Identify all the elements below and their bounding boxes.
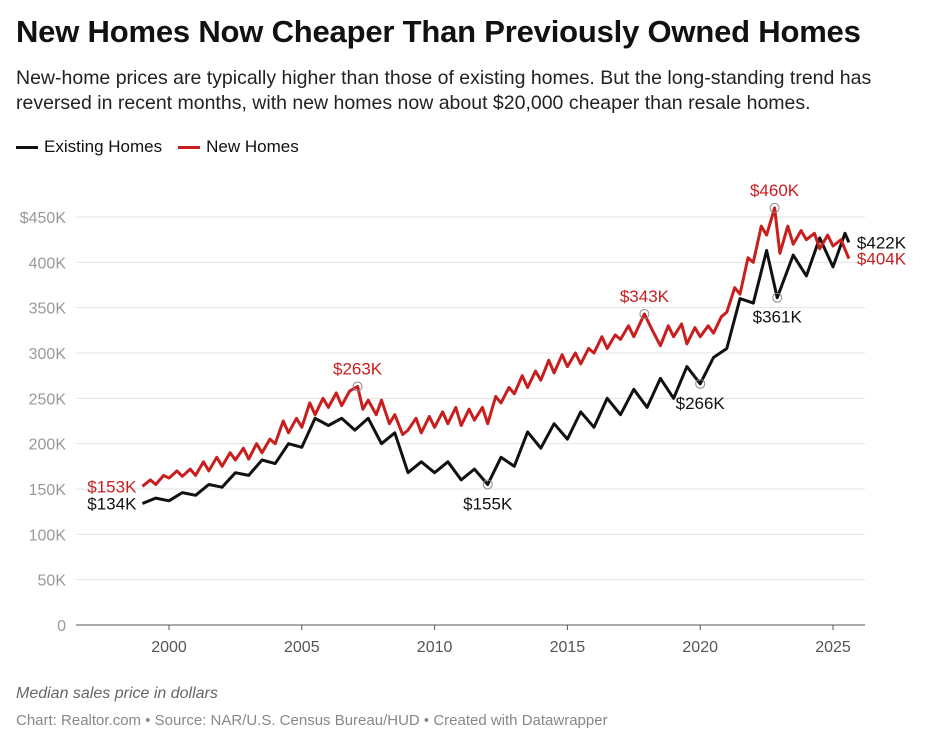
legend-item-existing: Existing Homes [16, 137, 162, 157]
annotation-marker [769, 202, 780, 213]
chart-note: Median sales price in dollars [16, 685, 218, 702]
legend-swatch-new [178, 145, 201, 149]
legend-label-new: New Homes [206, 137, 299, 156]
x-tick-label: 2010 [417, 639, 453, 656]
annotation-label: $155K [463, 494, 513, 513]
y-tick-label: 300K [29, 346, 67, 363]
annotation-marker [352, 381, 363, 392]
annotation-label: $460K [750, 181, 800, 200]
y-tick-label: 0 [57, 618, 66, 635]
series-line-new [141, 206, 851, 488]
x-tick-label: 2020 [682, 639, 718, 656]
y-tick-label: 250K [29, 391, 67, 408]
chart-title: New Homes Now Cheaper Than Previously Ow… [16, 14, 861, 49]
annotation-label: $343K [620, 287, 670, 306]
x-tick-label: 2005 [284, 639, 320, 656]
annotation-marker [772, 292, 783, 303]
y-tick-label: $450K [20, 210, 67, 227]
chart-subtitle: New-home prices are typically higher tha… [16, 67, 872, 114]
annotation-label: $404K [857, 250, 907, 269]
annotation-marker [639, 309, 650, 320]
annotation-label: $153K [87, 477, 137, 496]
legend-item-new: New Homes [178, 137, 299, 157]
annotation-label: $422K [857, 233, 907, 252]
annotation-marker [482, 479, 493, 490]
y-tick-label: 50K [38, 573, 67, 590]
annotation-label: $361K [753, 308, 803, 327]
annotation-marker [695, 378, 706, 389]
y-tick-label: 350K [29, 301, 67, 318]
series-line-existing [141, 231, 851, 505]
x-tick-label: 2025 [815, 639, 851, 656]
line-chart: 0 50K 100K 150K 200K 250K 300K 350K 400K $450K 200… [20, 181, 907, 656]
annotation-label: $266K [676, 394, 726, 413]
y-tick-label: 400K [29, 255, 67, 272]
y-tick-label: 200K [29, 437, 67, 454]
y-tick-label: 100K [29, 527, 67, 544]
legend-swatch-existing [16, 145, 38, 149]
x-tick-label: 2000 [151, 639, 187, 656]
legend-label-existing: Existing Homes [44, 137, 163, 156]
y-tick-label: 150K [29, 482, 67, 499]
legend: Existing Homes New Homes [16, 137, 299, 157]
annotation-label: $263K [333, 360, 383, 379]
annotation-label: $134K [87, 495, 137, 514]
chart-source: Chart: Realtor.com • Source: NAR/U.S. Ce… [16, 712, 608, 729]
x-tick-label: 2015 [550, 639, 586, 656]
